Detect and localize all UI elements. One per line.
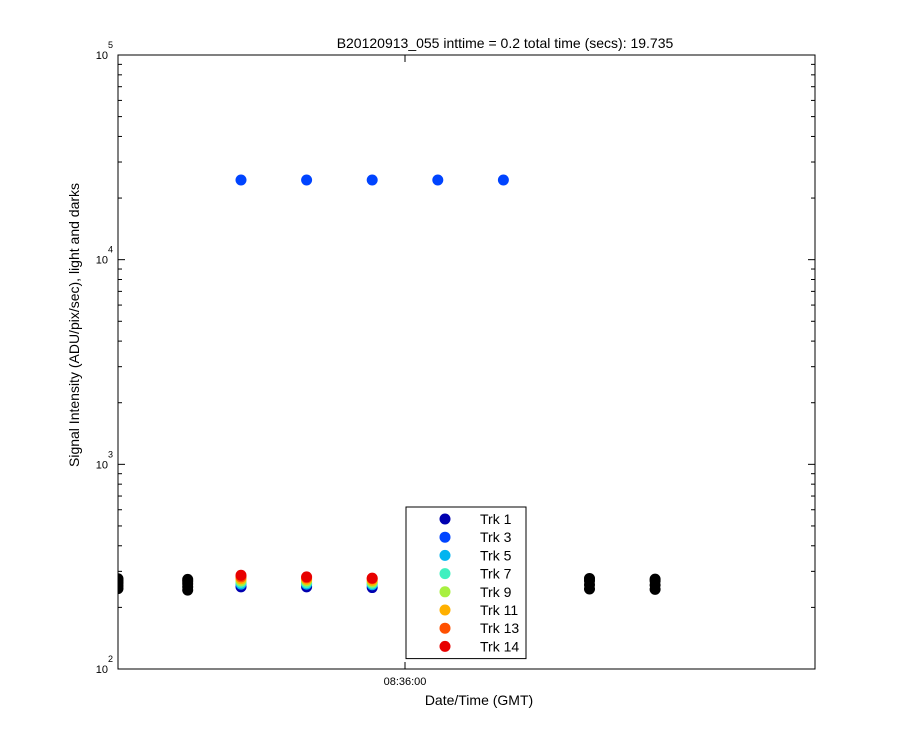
dark-point — [584, 583, 595, 595]
point-trk-3 — [301, 174, 313, 186]
legend-label: Trk 11 — [480, 602, 518, 618]
legend-label: Trk 7 — [480, 566, 512, 582]
legend-label: Trk 9 — [480, 584, 512, 600]
point-trk-14 — [235, 569, 247, 581]
legend-marker — [439, 549, 451, 561]
y-tick-label: 10 — [96, 459, 108, 471]
legend-marker — [439, 622, 451, 634]
point-trk-3 — [432, 174, 444, 186]
legend-marker — [439, 513, 451, 525]
point-trk-14 — [301, 571, 313, 583]
y-tick-label: 10 — [96, 50, 108, 62]
plot-area-frame — [117, 54, 816, 670]
data-points-group — [118, 174, 661, 596]
legend-label: Trk 1 — [480, 511, 512, 527]
x-axis-label: Date/Time (GMT) — [425, 692, 533, 708]
legend-label: Trk 14 — [480, 638, 519, 654]
x-tick-label: 08:36:00 — [384, 676, 427, 688]
dark-point — [649, 583, 661, 595]
dark-point — [182, 584, 194, 596]
legend-marker — [439, 586, 451, 598]
dark-point — [118, 583, 124, 595]
point-trk-14 — [366, 572, 378, 584]
legend-label: Trk 13 — [480, 620, 519, 636]
legend-marker — [439, 531, 451, 543]
point-trk-3 — [366, 174, 378, 186]
y-tick-exponent: 4 — [108, 245, 113, 255]
point-trk-3 — [497, 174, 509, 186]
legend-label: Trk 5 — [480, 547, 512, 563]
legend: Trk 1 Trk 3 Trk 5 Trk 7 Trk 9 Trk 11 Trk 13 Trk… — [405, 506, 527, 660]
legend-marker — [439, 640, 451, 652]
chart-title: B20120913_055 inttime = 0.2 total time (… — [337, 35, 674, 51]
legend-label: Trk 3 — [480, 529, 512, 545]
legend-marker — [439, 568, 451, 580]
y-tick-exponent: 3 — [108, 449, 113, 459]
y-tick-exponent: 2 — [108, 654, 113, 664]
legend-box — [405, 506, 527, 660]
y-tick-label: 10 — [96, 255, 108, 267]
point-trk-3 — [235, 174, 247, 186]
y-tick-label: 10 — [96, 664, 108, 676]
legend-marker — [439, 604, 451, 616]
y-axis-label: Signal Intensity (ADU/pix/sec), light an… — [66, 183, 82, 467]
y-tick-exponent: 5 — [108, 40, 113, 50]
